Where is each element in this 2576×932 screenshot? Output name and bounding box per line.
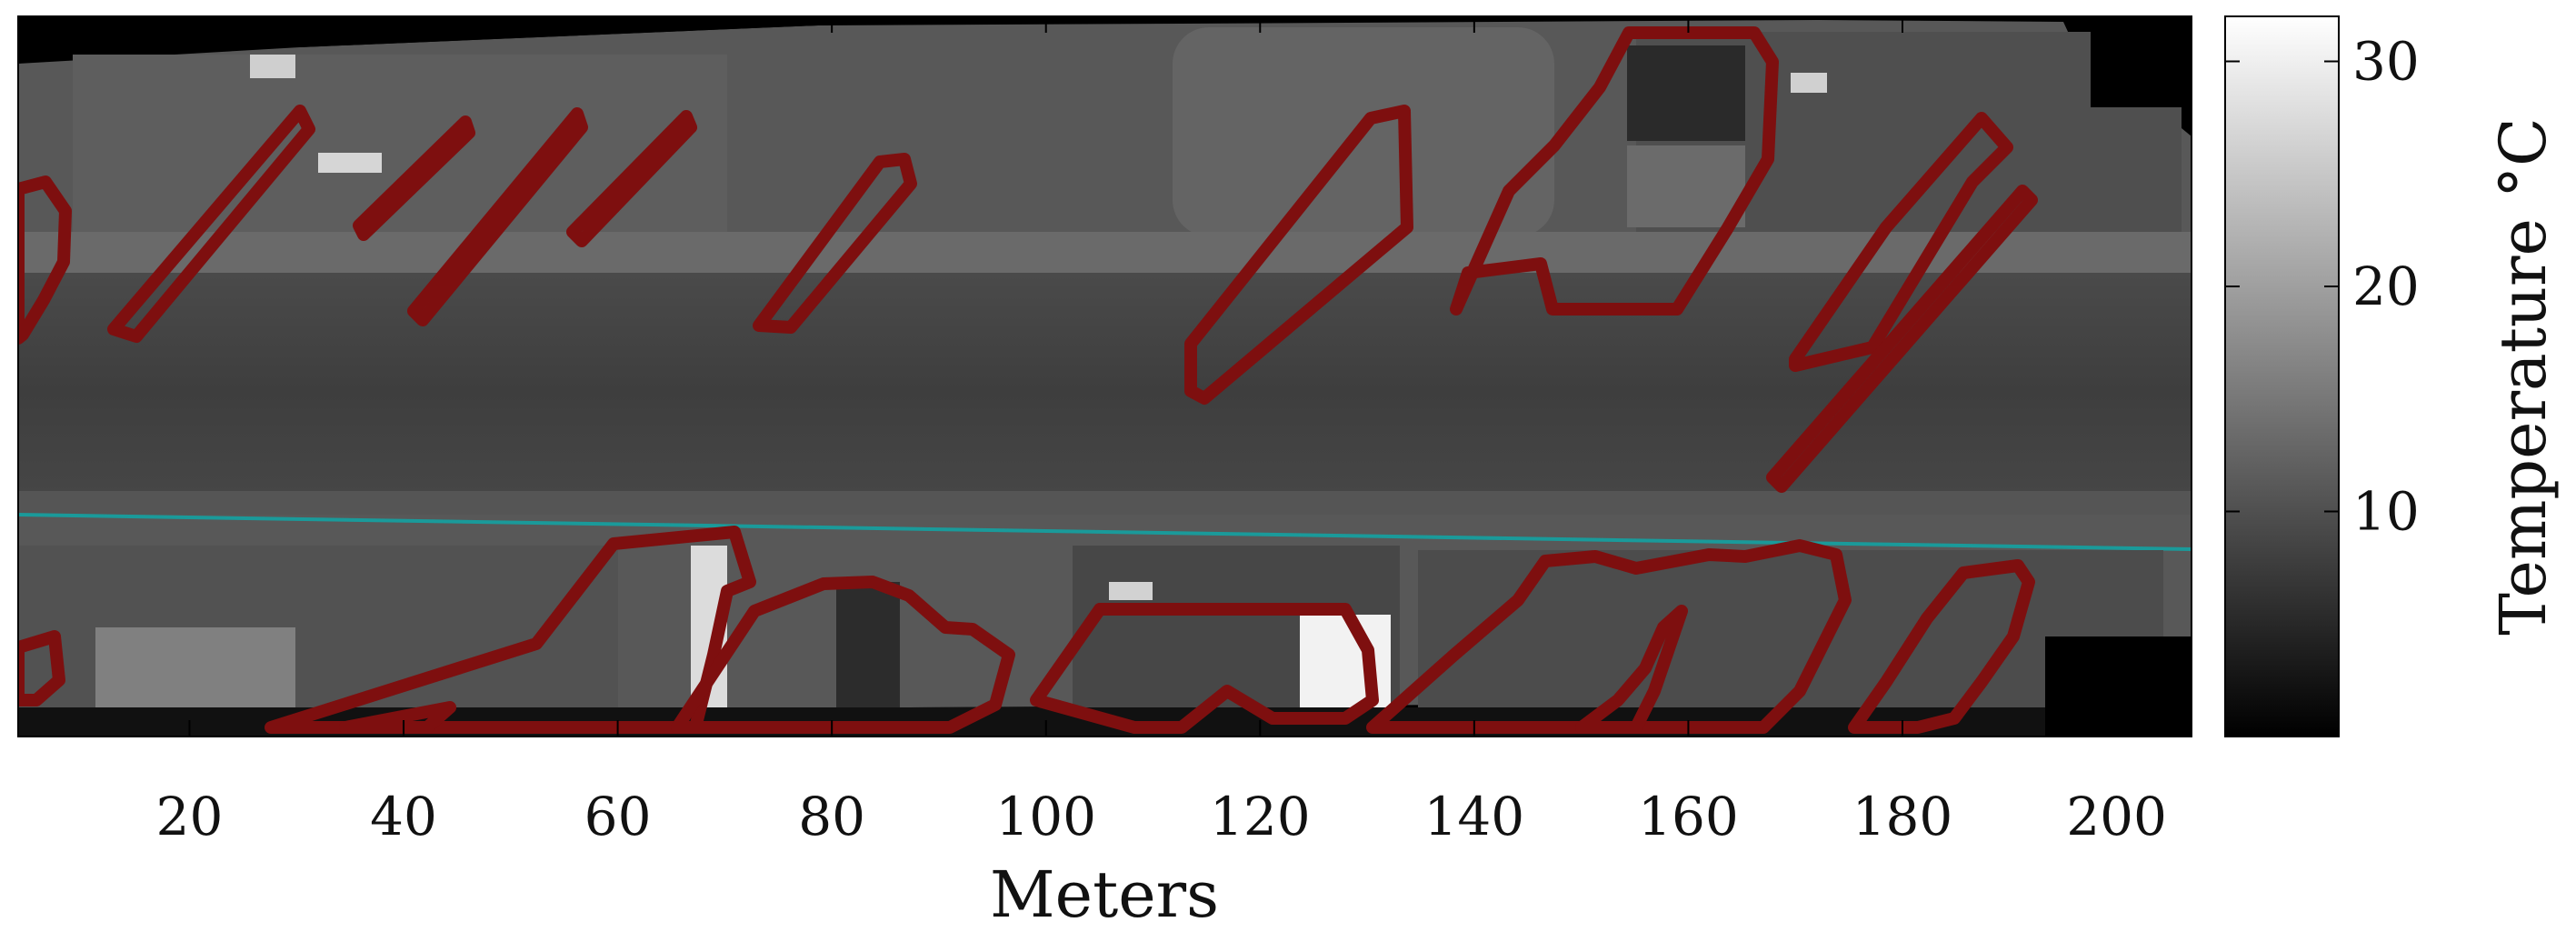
shadow-outlines xyxy=(18,26,2038,734)
shadow-outline xyxy=(265,526,756,734)
x-tick-label: 160 xyxy=(1638,786,1739,847)
x-tick-label: 60 xyxy=(584,786,652,847)
colorbar-gradient xyxy=(2224,15,2340,737)
x-axis-ticks xyxy=(188,16,2118,737)
x-tick-label: 200 xyxy=(2066,786,2167,847)
x-tick-label: 100 xyxy=(995,786,1096,847)
shadow-outline xyxy=(1450,26,1779,316)
shadow-outline xyxy=(353,115,475,241)
plot-frame xyxy=(17,15,2192,737)
car xyxy=(1791,73,1827,93)
colorbar-label: Temperature °C xyxy=(2486,117,2561,635)
x-tick-label: 120 xyxy=(1210,786,1311,847)
colorbar-tick-labels: 10 20 30 xyxy=(2352,31,2420,543)
x-axis-tick-labels: 20 40 60 80 100 120 140 160 180 200 xyxy=(156,786,2167,847)
colorbar: 10 20 30 Temperature °C xyxy=(2224,15,2561,737)
shadow-outline xyxy=(18,630,65,707)
shadow-outline xyxy=(1575,605,1688,734)
colorbar-tick-label: 10 xyxy=(2352,481,2420,543)
shadow-outline xyxy=(566,110,697,247)
shadow-outline xyxy=(1848,559,2035,734)
x-tick-label: 80 xyxy=(798,786,865,847)
shadow-outline xyxy=(1766,185,2038,493)
shadow-outline xyxy=(339,701,456,734)
x-tick-label: 40 xyxy=(370,786,437,847)
shadow-outline xyxy=(407,107,588,326)
shadow-outline xyxy=(671,576,1015,734)
car xyxy=(1109,582,1153,600)
colorbar-tick-label: 20 xyxy=(2352,256,2420,317)
x-tick-label: 180 xyxy=(1852,786,1953,847)
north-sidewalk xyxy=(18,232,2192,277)
shadow-outline xyxy=(753,153,917,334)
building-north xyxy=(1627,45,1745,141)
x-axis-title: Meters xyxy=(990,857,1219,932)
x-tick-label: 140 xyxy=(1423,786,1524,847)
x-tick-label: 20 xyxy=(156,786,224,847)
colorbar-ticks xyxy=(2225,60,2339,513)
car xyxy=(250,55,295,78)
shadow-outline xyxy=(1789,112,2013,372)
colorbar-tick-label: 30 xyxy=(2352,31,2420,93)
north-lot-1 xyxy=(73,55,727,246)
road-edge-line xyxy=(18,513,2192,551)
shadow-outline xyxy=(107,105,315,343)
shadow-outline xyxy=(1030,603,1379,734)
car xyxy=(318,153,382,173)
shadow-outline xyxy=(1366,539,1852,734)
shadow-outline xyxy=(1184,105,1413,405)
